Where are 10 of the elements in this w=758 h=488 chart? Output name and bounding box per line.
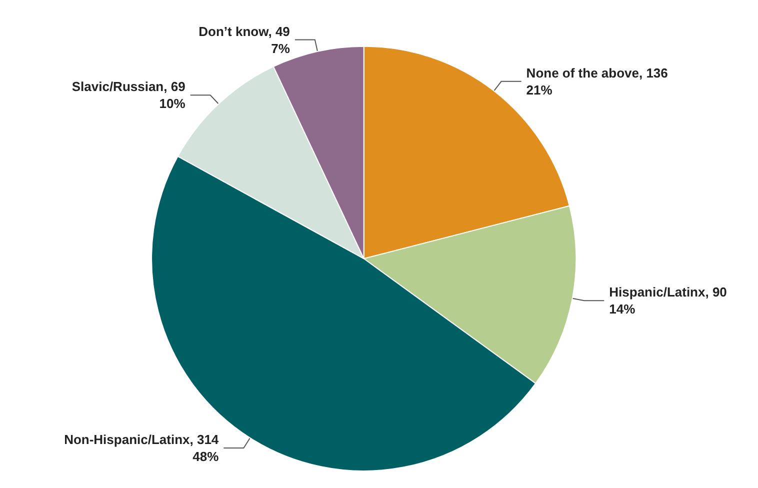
slice-label: None of the above, 136 <box>526 65 668 80</box>
data-label: 10% <box>159 96 186 112</box>
slice-label: Don’t know, 49 <box>198 24 290 39</box>
data-label: 14% <box>609 302 636 317</box>
slice-label: Slavic/Russian, 69 <box>72 79 186 94</box>
data-label: 7% <box>271 40 290 56</box>
slice-label: Non-Hispanic/Latinx, 314 <box>64 432 220 448</box>
data-label: 21% <box>526 82 553 98</box>
data-label: 48% <box>192 449 220 464</box>
slice-label: Hispanic/Latinx, 90 <box>609 284 727 300</box>
